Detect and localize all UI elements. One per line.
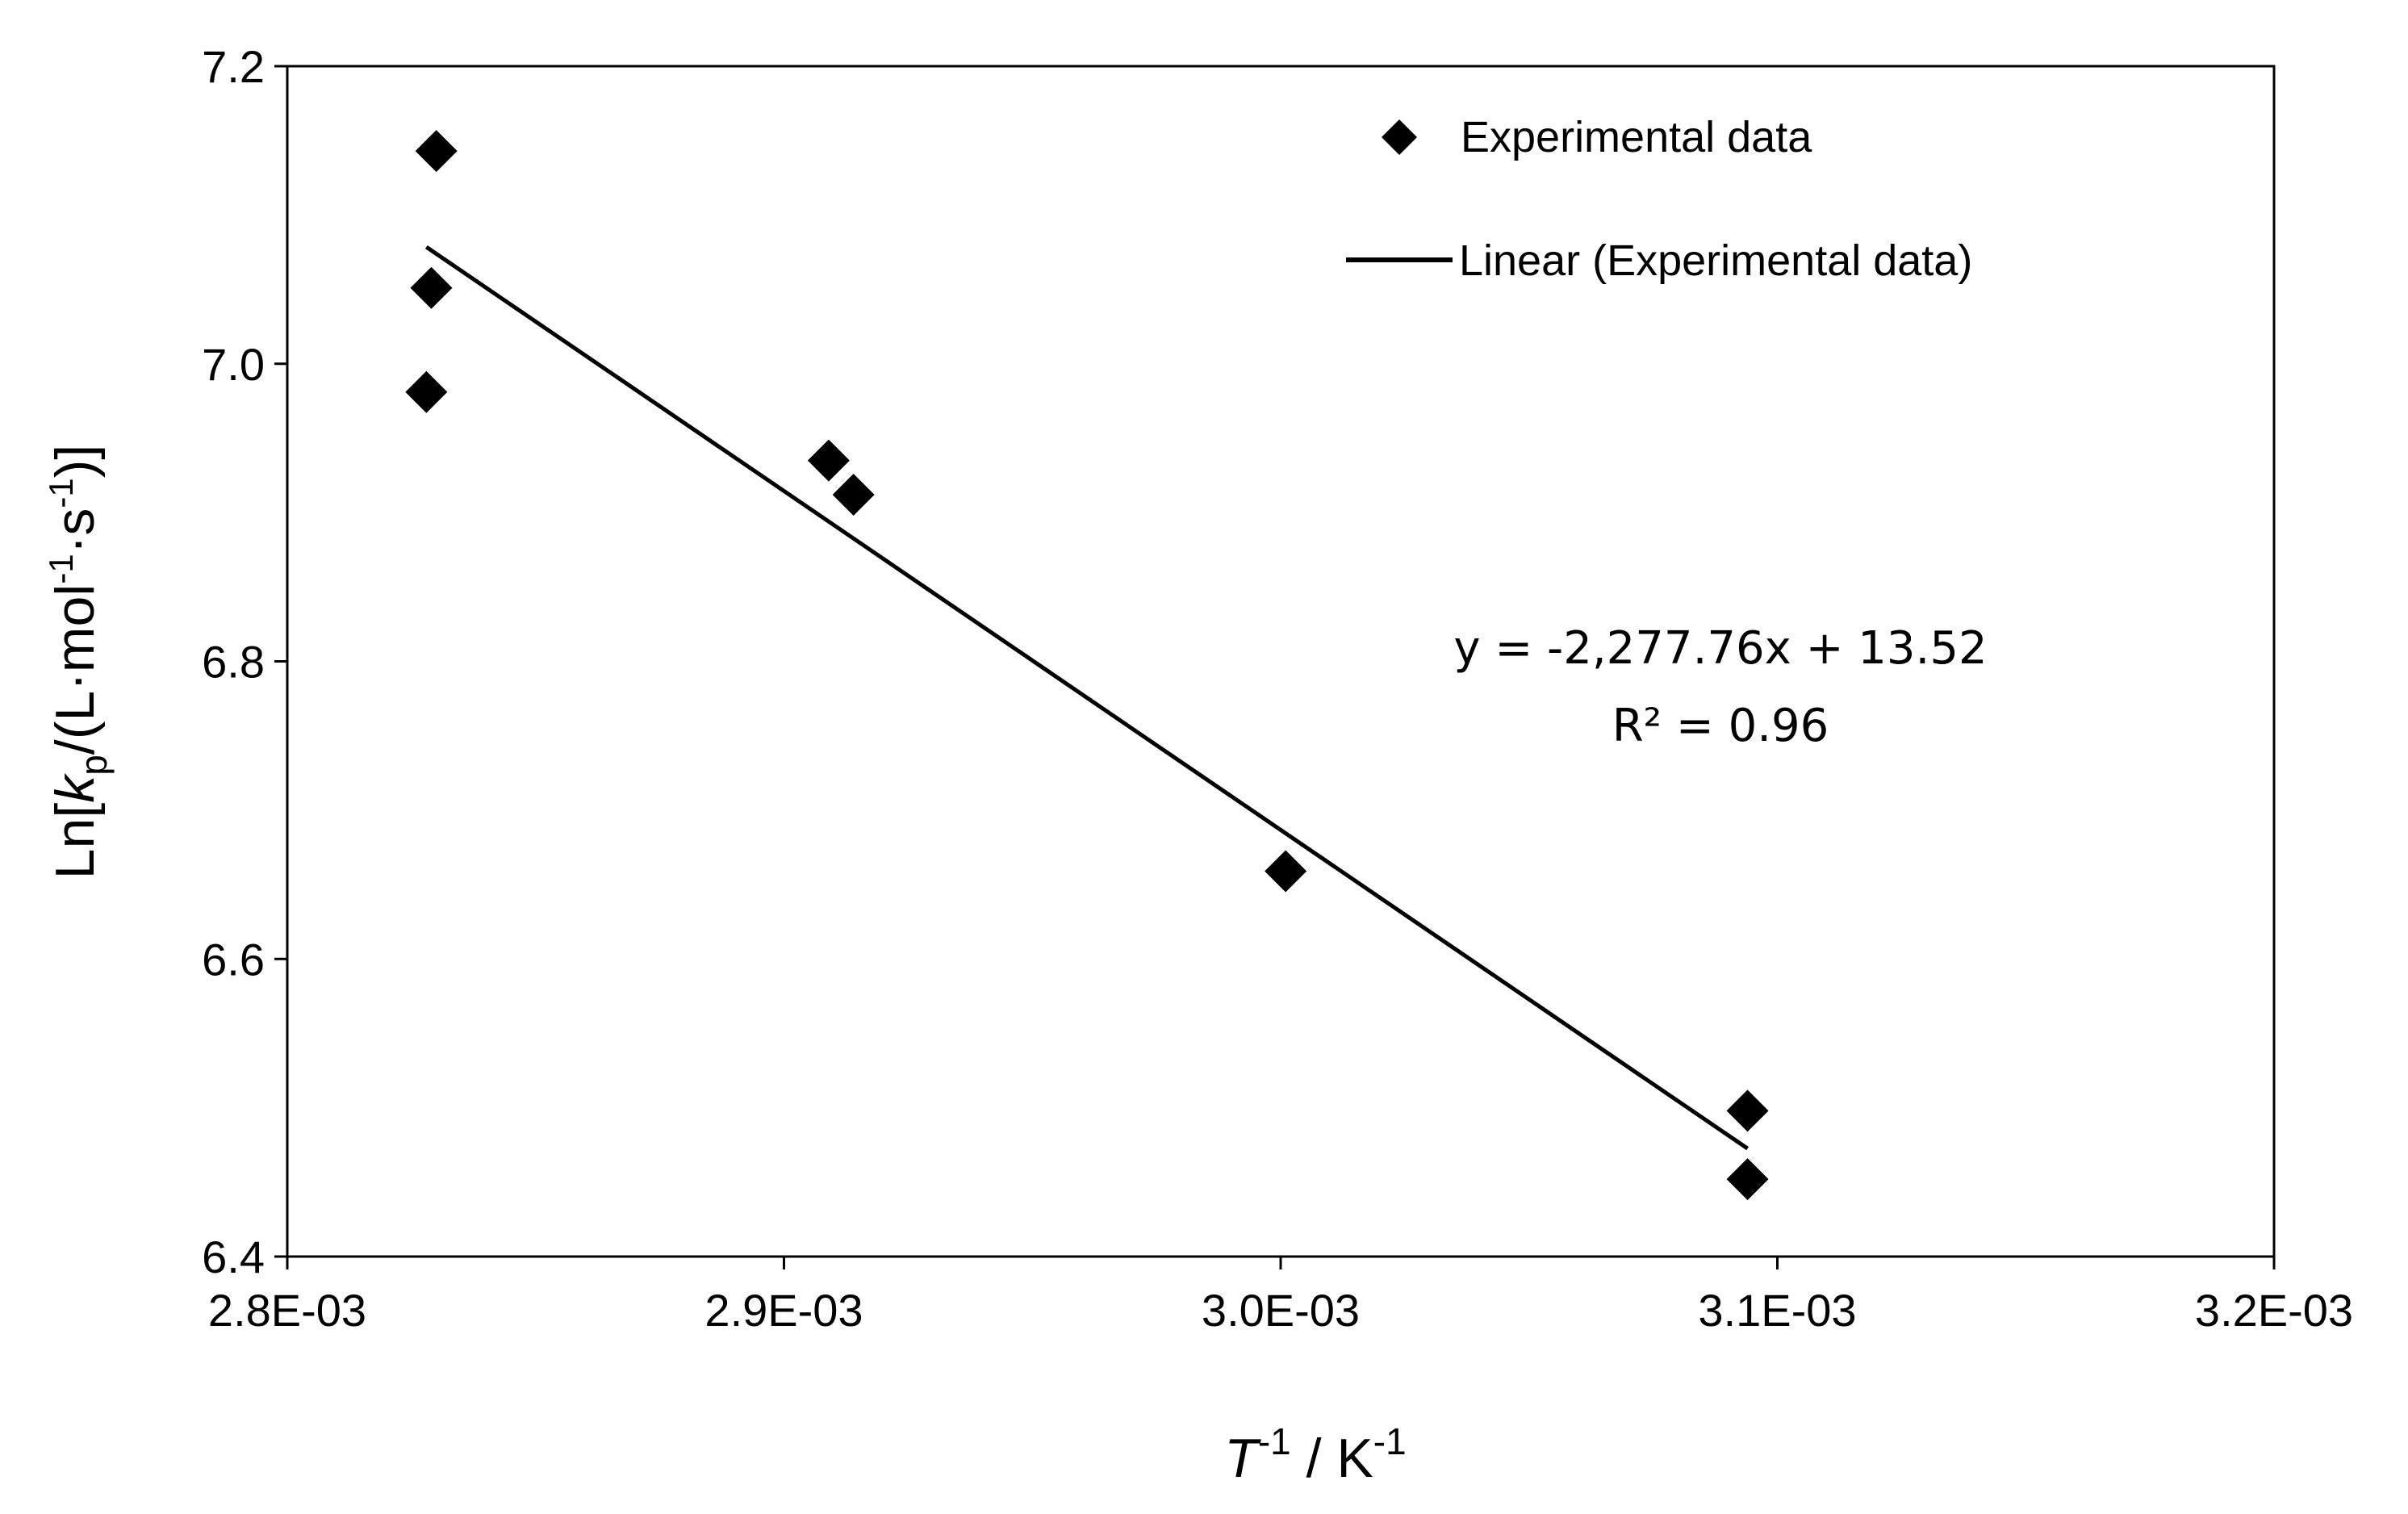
y-title-mid2: ·s [44, 508, 106, 554]
data-point [410, 266, 453, 309]
data-points [405, 130, 1769, 1201]
data-point [415, 130, 458, 173]
x-title-sep: / K [1291, 1428, 1373, 1489]
legend-label-experimental: Experimental data [1461, 113, 1812, 161]
data-point [1726, 1158, 1769, 1201]
x-tick-label: 3.2E-03 [2195, 1285, 2353, 1336]
trendline-layer [424, 245, 1749, 1151]
x-tick-label: 2.8E-03 [208, 1285, 366, 1336]
y-title-exp1: -1 [42, 554, 80, 583]
legend-marker-diamond [1382, 119, 1417, 155]
y-title-mid1: /(L·mol [44, 584, 106, 755]
data-point [1265, 850, 1307, 893]
x-axis-ticks: 2.8E-03 2.9E-03 3.0E-03 3.1E-03 3.2E-03 [208, 1257, 2353, 1336]
y-title-sub: p [73, 755, 115, 776]
data-point [405, 370, 448, 413]
y-tick-label: 6.8 [202, 637, 265, 688]
y-title-k: k [44, 773, 106, 803]
y-tick-label: 6.4 [202, 1232, 265, 1282]
legend: Experimental data Linear (Experimental d… [1346, 113, 1972, 285]
y-tick-label: 6.6 [202, 934, 265, 985]
y-title-suffix: )] [44, 445, 106, 479]
y-title-exp2: -1 [42, 478, 80, 508]
x-axis-title: T-1 / K-1 [1224, 1420, 1406, 1489]
r-squared-label: R² = 0.96 [1612, 700, 1829, 752]
trendline [424, 245, 1749, 1151]
data-point [807, 439, 850, 482]
x-title-unit-exp: -1 [1373, 1420, 1407, 1462]
x-tick-label: 2.9E-03 [704, 1285, 863, 1336]
trendline-equation: y = -2,277.76x + 13.52 [1453, 622, 1987, 675]
y-axis-ticks: 6.4 6.6 6.8 7.0 7.2 [202, 41, 287, 1282]
x-title-exp: -1 [1258, 1420, 1291, 1462]
data-point [832, 474, 875, 516]
y-tick-label: 7.2 [202, 41, 265, 92]
x-tick-label: 3.1E-03 [1698, 1285, 1856, 1336]
y-tick-label: 7.0 [202, 339, 265, 390]
x-title-base: T [1224, 1428, 1261, 1489]
y-axis-title: Ln[kp/(L·mol-1·s-1)] [42, 445, 115, 880]
legend-label-linear: Linear (Experimental data) [1459, 236, 1972, 285]
x-tick-label: 3.0E-03 [1202, 1285, 1360, 1336]
data-point [1726, 1089, 1769, 1132]
y-title-prefix: Ln[ [44, 803, 106, 880]
